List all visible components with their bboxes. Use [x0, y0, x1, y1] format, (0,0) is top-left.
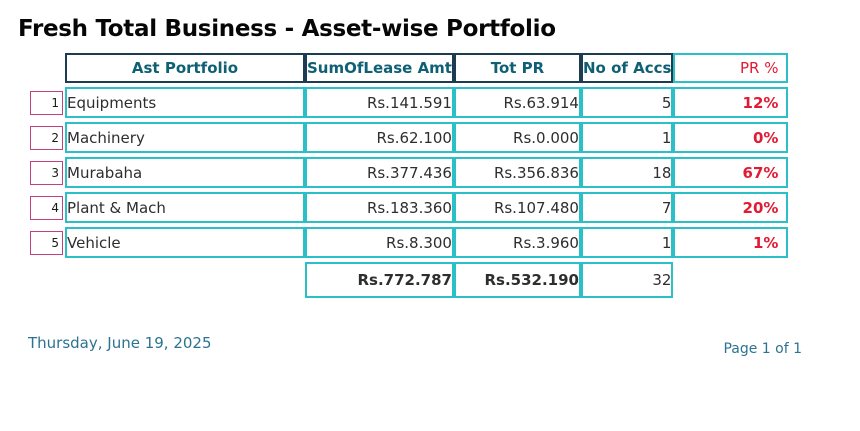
cell-no-of-accs: 5: [580, 87, 674, 118]
cell-lease-amount: Rs.62.100: [305, 122, 454, 153]
header-sum-of-lease: SumOfLease Amt: [305, 53, 454, 83]
cell-asset: Plant & Mach: [65, 192, 305, 223]
record-selector-cell: 2: [30, 122, 65, 153]
table-row: 4 Plant & Mach Rs.183.360 Rs.107.480 7 2…: [30, 192, 789, 223]
header-pr-percent: PR %: [673, 53, 789, 83]
cell-lease-amount: Rs.8.300: [305, 227, 454, 258]
header-spacer-cell: [30, 53, 65, 83]
cell-lease-amount: Rs.377.436: [305, 157, 454, 188]
cell-asset: Vehicle: [65, 227, 305, 258]
totals-spacer-cell: [65, 262, 305, 298]
header-no-of-accs: No of Accs: [580, 53, 674, 83]
cell-no-of-accs: 7: [580, 192, 674, 223]
cell-asset: Murabaha: [65, 157, 305, 188]
cell-no-of-accs: 1: [580, 227, 674, 258]
header-tot-pr: Tot PR: [453, 53, 581, 83]
cell-tot-pr: Rs.3.960: [453, 227, 581, 258]
record-selector-cell: 1: [30, 87, 65, 118]
total-tot-pr: Rs.532.190: [453, 262, 581, 298]
record-selector-cell: 4: [30, 192, 65, 223]
cell-asset: Machinery: [65, 122, 305, 153]
cell-no-of-accs: 1: [580, 122, 674, 153]
cell-tot-pr: Rs.107.480: [453, 192, 581, 223]
report-footer: Thursday, June 19, 2025 Page 1 of 1: [0, 334, 860, 357]
table-row: 2 Machinery Rs.62.100 Rs.0.000 1 0%: [30, 122, 789, 153]
totals-spacer-cell: [30, 262, 65, 298]
header-asset-portfolio: Ast Portfolio: [65, 53, 305, 83]
report-date: Thursday, June 19, 2025: [28, 334, 212, 352]
page-title: Fresh Total Business - Asset-wise Portfo…: [18, 16, 556, 42]
record-number-box: 4: [30, 195, 63, 220]
page-indicator: Page 1 of 1: [723, 341, 802, 357]
totals-row: Rs.772.787 Rs.532.190 32: [30, 262, 789, 298]
record-selector-cell: 5: [30, 227, 65, 258]
cell-no-of-accs: 18: [580, 157, 674, 188]
record-number-box: 5: [30, 230, 63, 255]
cell-pr-percent: 20%: [673, 192, 789, 223]
table-row: 5 Vehicle Rs.8.300 Rs.3.960 1 1%: [30, 227, 789, 258]
table-row: 1 Equipments Rs.141.591 Rs.63.914 5 12%: [30, 87, 789, 118]
record-number-box: 2: [30, 125, 63, 150]
table-row: 3 Murabaha Rs.377.436 Rs.356.836 18 67%: [30, 157, 789, 188]
cell-pr-percent: 67%: [673, 157, 789, 188]
cell-tot-pr: Rs.0.000: [453, 122, 581, 153]
total-no-of-accs: 32: [580, 262, 674, 298]
portfolio-table: Ast Portfolio SumOfLease Amt Tot PR No o…: [30, 49, 789, 302]
cell-pr-percent: 12%: [673, 87, 789, 118]
total-lease-amount: Rs.772.787: [305, 262, 454, 298]
record-number-box: 3: [30, 160, 63, 185]
record-selector-cell: 3: [30, 157, 65, 188]
totals-spacer-cell: [673, 262, 789, 298]
cell-tot-pr: Rs.356.836: [453, 157, 581, 188]
table-header-row: Ast Portfolio SumOfLease Amt Tot PR No o…: [30, 53, 789, 83]
cell-asset: Equipments: [65, 87, 305, 118]
cell-pr-percent: 0%: [673, 122, 789, 153]
cell-lease-amount: Rs.183.360: [305, 192, 454, 223]
record-number-box: 1: [30, 90, 63, 115]
cell-pr-percent: 1%: [673, 227, 789, 258]
cell-tot-pr: Rs.63.914: [453, 87, 581, 118]
cell-lease-amount: Rs.141.591: [305, 87, 454, 118]
